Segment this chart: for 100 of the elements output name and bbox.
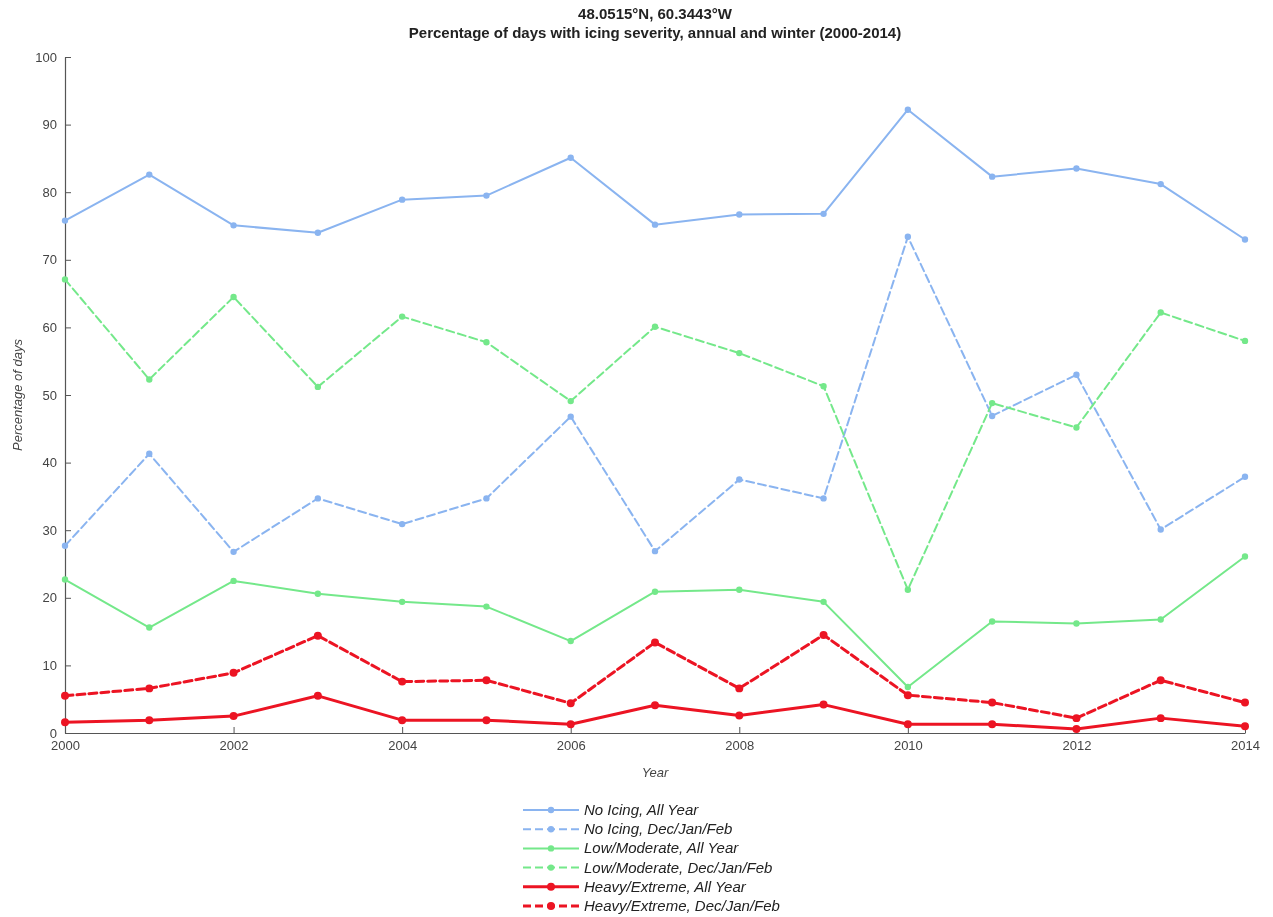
point: [398, 196, 406, 203]
point: [988, 399, 996, 407]
point: [61, 542, 69, 549]
point: [567, 637, 574, 645]
point: [483, 339, 490, 346]
point: [483, 192, 490, 199]
x-tick-label: 2002: [219, 738, 249, 754]
point: [988, 412, 996, 420]
point: [566, 699, 575, 708]
point: [313, 691, 322, 700]
point: [61, 691, 69, 700]
y-tick-label: 30: [42, 522, 57, 538]
x-axis-title: Year: [641, 765, 670, 780]
point: [482, 676, 491, 685]
y-tick-label: 70: [42, 252, 57, 268]
point: [566, 720, 575, 729]
point: [651, 221, 659, 228]
point: [1072, 714, 1081, 723]
point: [1241, 698, 1249, 707]
point: [1157, 309, 1164, 316]
point: [736, 586, 743, 593]
x-tick-label: 2004: [388, 738, 418, 754]
point: [1157, 526, 1164, 533]
y-tick-label: 60: [42, 320, 57, 336]
point: [651, 547, 659, 555]
point: [230, 548, 237, 556]
point: [819, 631, 828, 639]
point: [820, 383, 827, 390]
point: [735, 684, 744, 693]
point: [1157, 616, 1164, 623]
x-tick-label: 2006: [556, 738, 586, 754]
point: [1073, 165, 1080, 172]
point: [735, 711, 744, 720]
legend-label: Heavy/Extreme, All Year: [584, 877, 747, 895]
x-tick-label: 2014: [1231, 738, 1260, 754]
point: [820, 210, 827, 218]
legend-label: Low/Moderate, Dec/Jan/Feb: [584, 858, 773, 876]
y-tick-label: 10: [42, 658, 57, 674]
x-tick-label: 2000: [51, 738, 80, 754]
point: [398, 677, 407, 686]
point: [313, 631, 322, 640]
point: [567, 154, 574, 161]
point: [1156, 676, 1165, 685]
point: [988, 720, 997, 729]
point: [229, 712, 238, 721]
point: [651, 701, 659, 710]
point: [567, 413, 574, 420]
legend-label: No Icing, Dec/Jan/Feb: [584, 820, 733, 838]
point: [988, 698, 997, 707]
point: [567, 397, 574, 405]
y-tick-label: 80: [42, 184, 57, 200]
point: [314, 383, 322, 391]
point: [230, 222, 237, 229]
chart-title: 48.0515°N, 60.3443°W: [578, 5, 733, 22]
point: [483, 603, 490, 610]
point: [651, 323, 659, 330]
y-tick-label: 100: [35, 49, 57, 65]
legend-label: Heavy/Extreme, Dec/Jan/Feb: [584, 897, 780, 914]
point: [651, 638, 659, 647]
y-tick-label: 0: [49, 725, 57, 741]
point: [145, 716, 154, 725]
y-tick-label: 40: [42, 455, 57, 471]
point: [1156, 714, 1165, 723]
point: [1072, 724, 1081, 733]
point: [988, 173, 996, 180]
chart-subtitle: Percentage of days with icing severity, annual and winter (2000-2014): [408, 24, 902, 41]
point: [819, 700, 828, 709]
x-tick-label: 2012: [1062, 738, 1092, 754]
point: [145, 684, 154, 693]
point: [482, 716, 491, 725]
y-tick-label: 90: [42, 117, 57, 133]
legend-label: Low/Moderate, All Year: [584, 839, 740, 857]
y-tick-label: 50: [42, 387, 57, 403]
point: [904, 233, 912, 240]
point: [1073, 371, 1080, 378]
point: [1241, 236, 1249, 243]
point: [61, 276, 69, 283]
point: [483, 495, 490, 502]
point: [229, 668, 238, 677]
point: [903, 720, 912, 729]
point: [904, 106, 912, 113]
point: [146, 450, 153, 457]
y-tick-label: 20: [42, 590, 57, 606]
point: [314, 590, 322, 597]
point: [61, 718, 69, 727]
point: [230, 293, 237, 301]
point: [146, 376, 153, 383]
point: [988, 618, 996, 625]
point: [61, 576, 69, 583]
point: [1241, 553, 1249, 560]
point: [1073, 424, 1080, 431]
point: [736, 349, 743, 357]
point: [651, 588, 659, 595]
point: [1241, 473, 1249, 480]
point: [820, 598, 827, 606]
point: [736, 476, 743, 483]
point: [230, 577, 237, 585]
point: [146, 171, 153, 178]
point: [736, 211, 743, 218]
point: [820, 495, 827, 502]
